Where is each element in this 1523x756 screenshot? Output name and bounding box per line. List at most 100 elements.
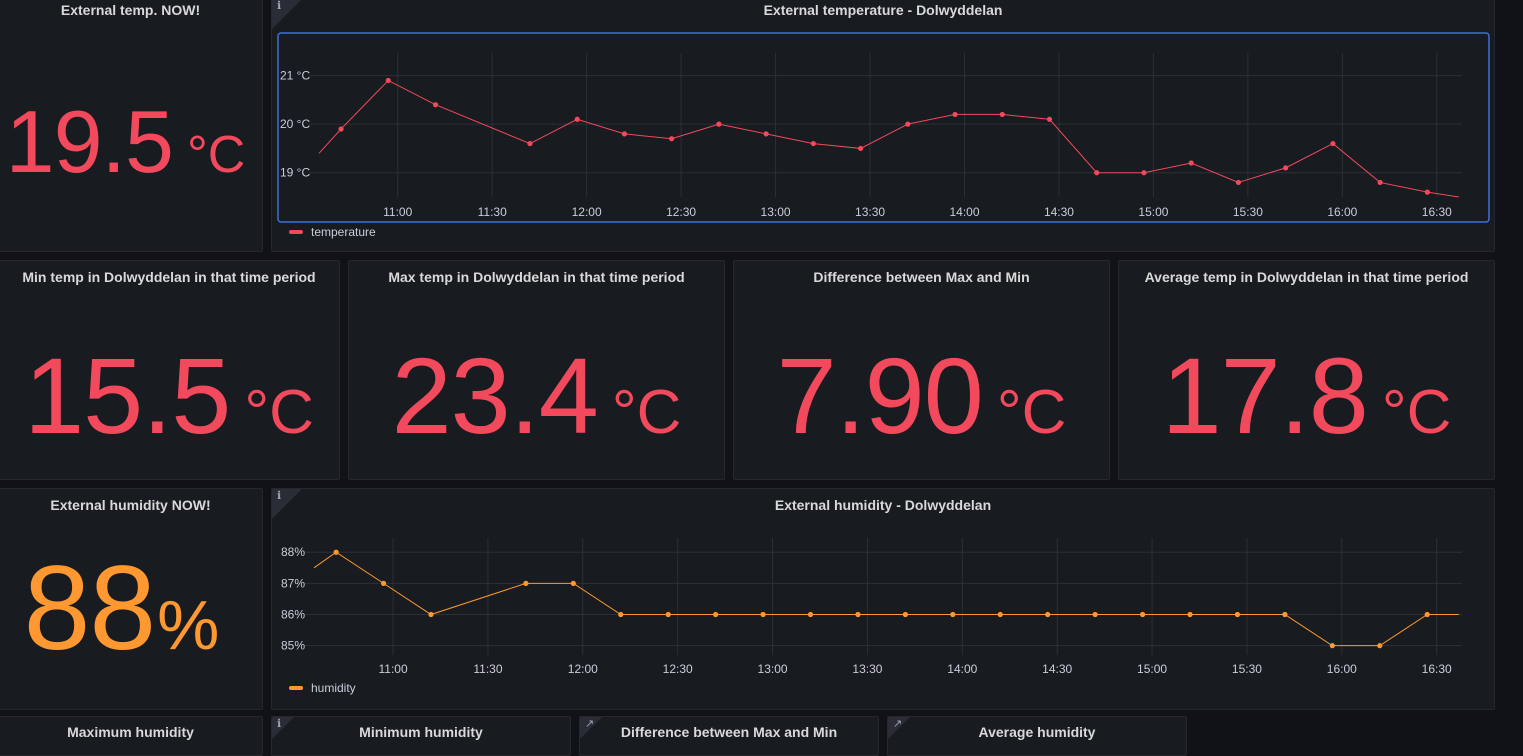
panel-corner xyxy=(272,0,302,29)
data-point xyxy=(855,611,861,618)
data-point xyxy=(763,131,769,137)
x-tick-label: 12:00 xyxy=(568,662,598,676)
external-link-icon[interactable]: ↗ xyxy=(893,718,903,730)
info-icon[interactable]: ℹ xyxy=(277,0,282,12)
x-tick-label: 16:30 xyxy=(1422,205,1452,219)
x-tick-label: 14:30 xyxy=(1044,205,1074,219)
x-tick-label: 13:30 xyxy=(852,662,882,676)
stat-number: 23.4 xyxy=(391,335,599,456)
stat-value: 23.4 °C xyxy=(349,333,724,458)
stat-unit: °C xyxy=(186,126,246,184)
stat-value: 15.5 °C xyxy=(0,333,339,458)
x-tick-label: 15:00 xyxy=(1137,662,1167,676)
min-temp-panel[interactable]: Min temp in Dolwyddelan in that time per… xyxy=(0,260,340,480)
data-point xyxy=(1141,170,1147,176)
x-tick-label: 16:00 xyxy=(1327,662,1357,676)
legend-label: humidity xyxy=(311,681,356,695)
series-line-temperature xyxy=(318,79,1459,198)
chart-focus-frame xyxy=(277,32,1490,223)
data-point xyxy=(618,611,624,618)
data-point xyxy=(570,580,576,586)
panel-title: Difference between Max and Min xyxy=(813,269,1030,285)
data-point xyxy=(380,580,387,586)
data-point xyxy=(760,611,766,618)
stat-number: 88 xyxy=(23,541,156,675)
data-point xyxy=(1187,611,1193,618)
data-point xyxy=(428,611,434,618)
panel-title: External temp. NOW! xyxy=(60,2,201,18)
external-link-icon[interactable]: ↗ xyxy=(585,718,595,730)
humidity-chart[interactable]: 11:00 11:30 12:00 12:30 13:00 13:30 14:00 14:30… xyxy=(272,489,1495,710)
chart-legend[interactable]: temperature xyxy=(289,225,376,239)
y-tick-label: 21 °C xyxy=(280,69,310,83)
stat-value: 19.5 °C xyxy=(0,91,262,193)
x-tick-label: 14:00 xyxy=(947,662,977,676)
stat-value: 88% xyxy=(0,539,262,677)
panel-title: External humidity NOW! xyxy=(50,497,211,513)
data-point xyxy=(523,580,529,586)
info-icon[interactable]: ℹ xyxy=(277,718,282,730)
data-point xyxy=(902,611,908,618)
data-point xyxy=(716,121,722,127)
x-tick-label: 16:30 xyxy=(1422,662,1452,676)
data-point xyxy=(527,140,533,147)
avg-temp-panel[interactable]: Average temp in Dolwyddelan in that time… xyxy=(1118,260,1495,480)
data-point xyxy=(1094,170,1100,176)
panel-title: Max temp in Dolwyddelan in that time per… xyxy=(388,269,685,285)
x-tick-label: 16:00 xyxy=(1327,205,1357,219)
info-icon[interactable]: ℹ xyxy=(277,490,282,502)
panel-title: External temperature - Dolwyddelan xyxy=(763,2,1003,18)
stat-value: 7.90 °C xyxy=(734,333,1109,458)
ext-temp-chart-panel[interactable]: ℹ External temperature - Dolwyddelan 11:… xyxy=(271,0,1495,252)
diff-temp-panel[interactable]: Difference between Max and Min 7.90 °C xyxy=(733,260,1110,480)
stat-unit: °C xyxy=(996,378,1067,447)
x-tick-label: 12:30 xyxy=(663,662,693,676)
data-point xyxy=(807,611,814,618)
stat-number: 7.90 xyxy=(776,335,984,456)
data-point xyxy=(1424,611,1430,618)
max-temp-panel[interactable]: Max temp in Dolwyddelan in that time per… xyxy=(348,260,725,480)
stat-number: 19.5 xyxy=(5,92,174,191)
stat-value: 17.8 °C xyxy=(1119,333,1494,458)
data-point xyxy=(665,611,671,618)
stat-unit: °C xyxy=(244,378,314,447)
ext-humidity-chart-panel[interactable]: ℹ External humidity - Dolwyddelan 11:00 1… xyxy=(271,488,1495,710)
page-scrollbar[interactable] xyxy=(1497,0,1523,729)
avg-humidity-panel[interactable]: ↗ Average humidity xyxy=(887,716,1187,756)
x-tick-label: 15:30 xyxy=(1233,205,1263,219)
legend-label: temperature xyxy=(311,225,376,239)
data-point xyxy=(432,102,439,108)
data-point xyxy=(1139,611,1146,618)
chart-legend[interactable]: humidity xyxy=(289,681,356,695)
temperature-chart[interactable]: 11:00 11:30 12:00 12:30 13:00 13:30 14:00 14:30… xyxy=(272,0,1495,252)
legend-swatch xyxy=(289,230,303,234)
min-humidity-panel[interactable]: ℹ Minimum humidity xyxy=(271,716,571,756)
x-tick-label: 12:30 xyxy=(666,205,696,219)
ext-humidity-now-panel[interactable]: External humidity NOW! 88% xyxy=(0,488,263,710)
diff-humidity-panel[interactable]: ↗ Difference between Max and Min xyxy=(579,716,879,756)
data-point xyxy=(857,145,864,152)
x-tick-label: 13:30 xyxy=(855,205,885,219)
stat-number: 17.8 xyxy=(1161,335,1369,456)
data-point xyxy=(997,611,1003,618)
data-point xyxy=(1092,611,1098,618)
data-point xyxy=(1234,611,1241,618)
data-point xyxy=(1282,611,1288,618)
stat-number: 15.5 xyxy=(24,335,231,456)
y-tick-label: 19 °C xyxy=(280,166,310,180)
data-point xyxy=(999,111,1005,118)
series-line-humidity xyxy=(313,551,1459,647)
data-point xyxy=(950,611,956,618)
stat-unit: % xyxy=(157,586,220,664)
data-point xyxy=(1235,179,1242,186)
data-point xyxy=(1329,643,1335,649)
data-point xyxy=(338,126,344,132)
data-point xyxy=(952,111,958,118)
data-point xyxy=(621,131,628,137)
max-humidity-panel[interactable]: Maximum humidity xyxy=(0,716,263,756)
panel-title: Minimum humidity xyxy=(359,724,483,740)
x-tick-label: 11:00 xyxy=(383,205,412,219)
data-point xyxy=(1046,116,1053,122)
x-tick-label: 11:00 xyxy=(378,662,407,676)
ext-temp-now-panel[interactable]: External temp. NOW! 19.5 °C xyxy=(0,0,263,252)
